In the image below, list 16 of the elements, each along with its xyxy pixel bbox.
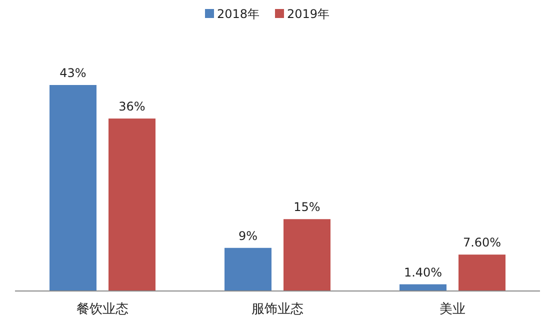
x-tick-label: 服饰业态 — [252, 302, 304, 317]
bar — [50, 85, 96, 291]
legend-label: 2018年 — [217, 7, 260, 21]
x-tick-label: 美业 — [440, 301, 466, 317]
data-label: 9% — [238, 228, 258, 243]
bar — [108, 118, 156, 291]
bar — [224, 248, 272, 291]
bar — [284, 219, 330, 291]
bar — [458, 254, 506, 291]
x-tick-label: 餐饮业态 — [76, 302, 128, 317]
data-label: 15% — [294, 200, 320, 214]
legend-label: 2019年 — [287, 7, 330, 21]
data-label: 7.60% — [462, 236, 502, 250]
data-label: 36% — [118, 100, 146, 114]
data-label: 1.40% — [404, 265, 442, 280]
data-label: 43% — [60, 66, 86, 80]
